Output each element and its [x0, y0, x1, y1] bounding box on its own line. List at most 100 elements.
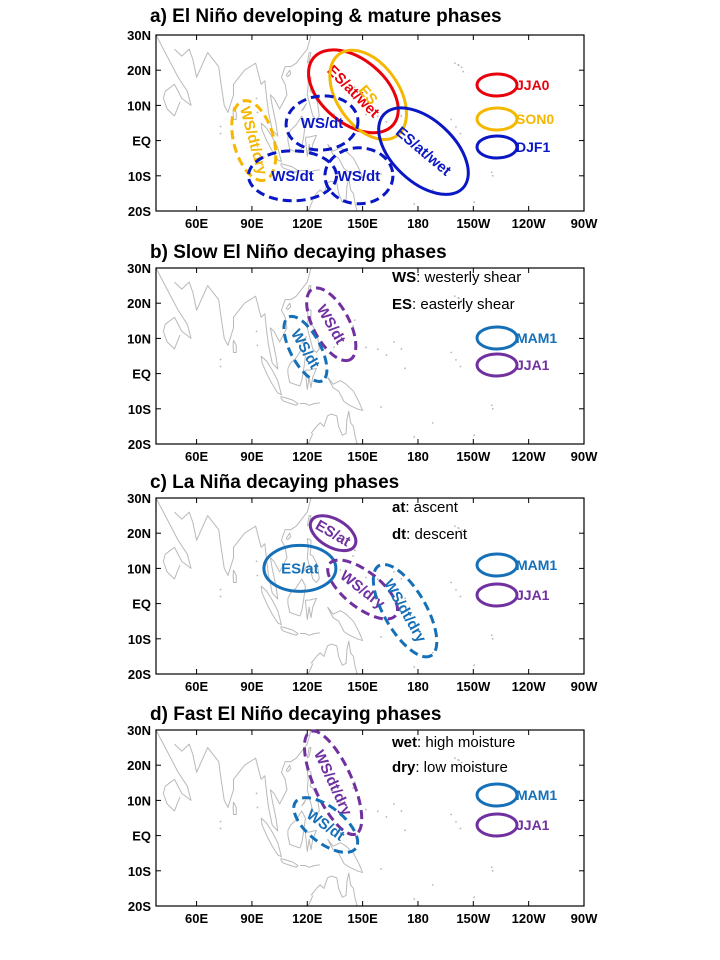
coastline	[301, 798, 307, 807]
ellipse-outline	[282, 314, 329, 384]
island-dot	[413, 436, 416, 438]
y-tick-label: EQ	[132, 367, 151, 382]
y-tick-label: 10N	[127, 331, 151, 346]
legend-label: JJA1	[516, 357, 550, 373]
ellipse-outline	[323, 146, 395, 206]
x-tick-label: 60E	[185, 449, 208, 464]
coastline	[285, 532, 292, 541]
island-dot	[459, 132, 462, 135]
island-dot	[380, 636, 382, 638]
island-dot	[400, 578, 403, 580]
coastline	[280, 162, 299, 173]
island-dot	[404, 367, 406, 370]
island-dot	[460, 66, 463, 69]
island-dot	[490, 866, 493, 869]
ellipse-label: WS/dt	[338, 168, 381, 185]
x-tick-label: 180	[407, 216, 429, 231]
x-tick-label: 120W	[512, 216, 547, 231]
legend-item-jja1: JJA1	[475, 352, 550, 378]
y-tick-label: 20N	[127, 758, 151, 773]
island-dot	[390, 678, 392, 680]
note-term: dt	[392, 526, 406, 543]
island-dot	[390, 910, 392, 912]
coastline	[156, 35, 192, 117]
legend-swatch	[475, 134, 519, 160]
legend-item-djf1: DJF1	[475, 134, 550, 160]
island-dot	[455, 358, 457, 361]
island-dot	[376, 115, 379, 118]
coastline	[299, 632, 321, 636]
island-dot	[376, 810, 379, 813]
coastline-map	[156, 498, 494, 680]
island-dot	[376, 578, 379, 581]
ellipse-outline	[302, 729, 364, 837]
legend-item-mam1: MAM1	[475, 782, 557, 808]
ellipse-outline	[284, 94, 360, 152]
coastline	[174, 268, 312, 370]
coastline	[232, 339, 237, 353]
island-dot	[457, 759, 460, 761]
y-tick-label: EQ	[132, 134, 151, 149]
coastline	[306, 52, 312, 64]
island-dot	[352, 325, 354, 327]
y-tick-label: 20S	[128, 437, 151, 452]
island-dot	[353, 319, 356, 321]
abbreviation-note: at: ascent	[392, 499, 459, 516]
coastline	[260, 355, 282, 396]
island-dot	[491, 869, 494, 872]
coastline	[287, 115, 306, 154]
legend-swatch	[475, 582, 519, 608]
y-tick-label: 30N	[127, 491, 151, 506]
island-dot	[455, 820, 457, 823]
island-dot	[462, 765, 465, 768]
island-dot	[460, 299, 463, 302]
legend-swatch	[475, 106, 519, 132]
legend-item-mam1: MAM1	[475, 325, 557, 351]
ellipse-label: ES/at	[281, 560, 319, 577]
coastline	[260, 122, 282, 163]
coastline	[299, 169, 321, 173]
island-dot	[460, 761, 463, 764]
island-dot	[473, 201, 476, 204]
coastline	[174, 730, 312, 832]
x-tick-label: 90W	[571, 449, 598, 464]
island-dot	[385, 354, 388, 356]
x-tick-label: 90W	[571, 679, 598, 694]
island-dot	[256, 344, 259, 347]
island-dot	[404, 597, 406, 600]
x-tick-label: 90W	[571, 911, 598, 926]
x-tick-label: 120W	[512, 911, 547, 926]
island-dot	[490, 171, 493, 174]
legend-swatch	[475, 325, 519, 351]
coastline	[305, 895, 314, 906]
island-dot	[390, 448, 392, 450]
ellipse-outline	[326, 558, 400, 621]
ellipse-label: WS/dt/dry	[380, 576, 430, 646]
x-tick-label: 120W	[512, 679, 547, 694]
panel-title: b) Slow El Niño decaying phases	[150, 242, 447, 263]
note-desc: : high moisture	[417, 734, 515, 751]
coastline	[174, 35, 312, 137]
island-dot	[490, 634, 493, 637]
y-tick-label: 10S	[128, 864, 151, 879]
ellipse-outline	[307, 48, 400, 135]
coastline	[285, 302, 292, 311]
coastline	[299, 864, 321, 868]
legend-label: SON0	[516, 111, 554, 127]
legend-label: DJF1	[516, 139, 550, 155]
coastline	[305, 433, 314, 444]
coastline	[327, 606, 364, 642]
region-ellipse-jja1: ES/at	[308, 514, 358, 553]
note-desc: : westerly shear	[416, 269, 521, 286]
y-tick-label: 20N	[127, 63, 151, 78]
coastline	[327, 838, 364, 874]
panel-b: b) Slow El Niño decaying phases 60E 90E 120…	[127, 242, 598, 464]
map-frame	[155, 729, 585, 907]
x-tick-label: 120E	[292, 449, 323, 464]
x-tick-label: 60E	[185, 911, 208, 926]
island-dot	[462, 303, 465, 306]
legend-item-mam1: MAM1	[475, 552, 557, 578]
panel-title: c) La Niña decaying phases	[150, 472, 399, 493]
x-tick-label: 90E	[240, 449, 263, 464]
